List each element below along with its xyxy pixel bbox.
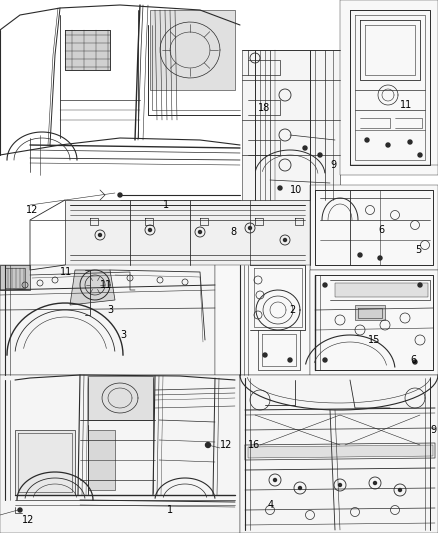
Circle shape <box>399 489 402 491</box>
Polygon shape <box>248 445 433 458</box>
Circle shape <box>339 483 342 487</box>
Polygon shape <box>15 430 75 495</box>
Polygon shape <box>0 265 30 290</box>
Polygon shape <box>215 265 310 375</box>
Circle shape <box>365 138 369 142</box>
Text: 8: 8 <box>230 227 236 237</box>
Text: 11: 11 <box>60 267 72 277</box>
Circle shape <box>283 238 286 241</box>
Circle shape <box>99 233 102 237</box>
Polygon shape <box>65 30 110 70</box>
Text: 1: 1 <box>163 200 169 210</box>
Polygon shape <box>240 375 438 533</box>
Circle shape <box>273 479 276 481</box>
Circle shape <box>278 186 282 190</box>
Text: 4: 4 <box>268 500 274 510</box>
Circle shape <box>198 230 201 233</box>
Circle shape <box>323 358 327 362</box>
Polygon shape <box>340 0 438 175</box>
Text: 9: 9 <box>330 160 336 170</box>
Circle shape <box>118 193 122 197</box>
Circle shape <box>303 146 307 150</box>
Polygon shape <box>0 265 215 375</box>
Text: 12: 12 <box>220 440 233 450</box>
Circle shape <box>263 353 267 357</box>
Circle shape <box>358 253 362 257</box>
Text: 18: 18 <box>258 103 270 113</box>
Text: 2: 2 <box>289 305 295 315</box>
Text: 11: 11 <box>100 280 112 290</box>
Circle shape <box>18 508 22 512</box>
Text: 12: 12 <box>22 515 34 525</box>
Text: 16: 16 <box>248 440 260 450</box>
Circle shape <box>299 487 301 489</box>
Polygon shape <box>0 375 240 533</box>
Circle shape <box>288 358 292 362</box>
Polygon shape <box>310 185 438 270</box>
Circle shape <box>386 143 390 147</box>
Circle shape <box>374 481 377 484</box>
Text: 12: 12 <box>26 205 39 215</box>
Circle shape <box>413 360 417 364</box>
Circle shape <box>418 153 422 157</box>
Text: 3: 3 <box>107 305 113 315</box>
Text: 5: 5 <box>415 245 421 255</box>
Text: 1: 1 <box>167 505 173 515</box>
Polygon shape <box>88 376 153 420</box>
Text: 11: 11 <box>400 100 412 110</box>
Circle shape <box>378 256 382 260</box>
Circle shape <box>418 283 422 287</box>
Circle shape <box>248 227 251 230</box>
Text: 15: 15 <box>368 335 380 345</box>
Text: 6: 6 <box>410 355 416 365</box>
Polygon shape <box>242 50 340 200</box>
Circle shape <box>318 153 322 157</box>
Polygon shape <box>150 10 235 90</box>
Polygon shape <box>355 305 385 320</box>
Polygon shape <box>310 270 438 375</box>
Polygon shape <box>65 200 310 265</box>
Circle shape <box>148 229 152 231</box>
Polygon shape <box>0 0 242 200</box>
Text: 9: 9 <box>430 425 436 435</box>
Polygon shape <box>335 283 428 297</box>
Circle shape <box>323 283 327 287</box>
Text: 6: 6 <box>378 225 384 235</box>
Text: 10: 10 <box>290 185 302 195</box>
Circle shape <box>205 442 211 448</box>
Circle shape <box>408 140 412 144</box>
Polygon shape <box>70 270 115 305</box>
Polygon shape <box>88 430 115 490</box>
Text: 3: 3 <box>120 330 126 340</box>
